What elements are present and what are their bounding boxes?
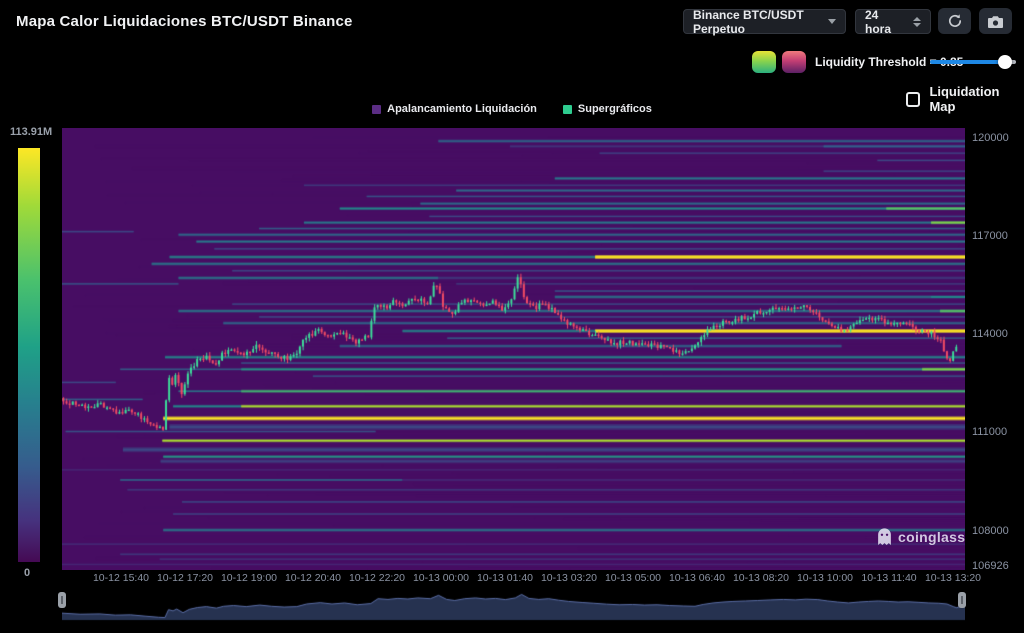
- legend-swatch: [372, 104, 382, 114]
- time-tick-label: 10-13 08:20: [732, 572, 790, 584]
- time-tick-label: 10-13 01:40: [476, 572, 534, 584]
- time-tick-label: 10-12 15:40: [92, 572, 150, 584]
- page-title: Mapa Calor Liquidaciones BTC/USDT Binanc…: [16, 13, 353, 30]
- colorbar-min-label: 0: [24, 567, 31, 579]
- price-tick-label: 106926: [972, 559, 1009, 572]
- time-tick-label: 10-13 03:20: [540, 572, 598, 584]
- legend-swatch: [562, 104, 572, 114]
- liquidation-map-checkbox[interactable]: [906, 91, 921, 107]
- colorbar: [18, 148, 40, 562]
- time-tick-label: 10-13 06:40: [668, 572, 726, 584]
- time-tick-label: 10-12 20:40: [284, 572, 342, 584]
- legend-item[interactable]: Apalancamiento Liquidación: [372, 103, 537, 115]
- colorbar-max-label: 113.91M: [10, 126, 53, 138]
- price-tick-label: 108000: [972, 524, 1009, 537]
- time-tick-label: 10-13 05:00: [604, 572, 662, 584]
- coinglass-logo-icon: [878, 528, 891, 545]
- pair-select-value: Binance BTC/USDT Perpetuo: [693, 7, 804, 36]
- range-navigator[interactable]: [62, 586, 965, 622]
- chevron-down-icon: [828, 19, 836, 24]
- coinglass-watermark: coinglass: [876, 527, 965, 546]
- time-tick-label: 10-13 10:00: [796, 572, 854, 584]
- colormap-swatch-red[interactable]: [782, 51, 806, 73]
- camera-button[interactable]: [979, 8, 1012, 34]
- time-tick-label: 10-13 00:00: [412, 572, 470, 584]
- coinglass-watermark-text: coinglass: [898, 528, 966, 545]
- time-tick-label: 10-12 22:20: [348, 572, 406, 584]
- time-tick-label: 10-12 19:00: [220, 572, 278, 584]
- liquidation-map-label: Liquidation Map: [929, 84, 1000, 114]
- liquidation-heatmap-canvas[interactable]: [62, 128, 965, 570]
- liquidity-threshold-slider[interactable]: [930, 55, 1016, 69]
- chart-legend: Apalancamiento Liquidación Supergráficos: [0, 103, 1024, 115]
- interval-select-value: 24 hora: [865, 7, 892, 36]
- slider-thumb[interactable]: [997, 55, 1012, 69]
- time-tick-label: 10-13 11:40: [861, 572, 917, 584]
- price-tick-label: 111000: [972, 426, 1008, 439]
- price-tick-label: 120000: [972, 131, 1009, 144]
- legend-label: Apalancamiento Liquidación: [387, 103, 537, 115]
- legend-item[interactable]: Supergráficos: [562, 103, 652, 115]
- slider-fill: [930, 60, 1005, 64]
- liquidity-threshold-label: Liquidity Threshold = 0.85: [815, 55, 964, 69]
- price-tick-label: 117000: [972, 229, 1008, 242]
- pair-select[interactable]: Binance BTC/USDT Perpetuo: [683, 7, 846, 36]
- refresh-icon: [948, 14, 961, 27]
- navigator-left-handle[interactable]: [58, 592, 66, 608]
- navigator-right-handle[interactable]: [958, 592, 966, 608]
- time-tick-label: 10-12 17:20: [156, 572, 214, 584]
- price-tick-label: 114000: [972, 328, 1008, 341]
- liquidation-map-toggle[interactable]: Liquidation Map: [906, 84, 1024, 114]
- spinner-icon: [913, 16, 921, 27]
- time-tick-label: 10-13 13:20: [924, 572, 982, 584]
- legend-label: Supergráficos: [577, 103, 652, 115]
- refresh-button[interactable]: [938, 8, 971, 34]
- interval-select[interactable]: 24 hora: [855, 7, 931, 36]
- colormap-swatch-green[interactable]: [752, 51, 776, 73]
- camera-icon: [988, 15, 1003, 28]
